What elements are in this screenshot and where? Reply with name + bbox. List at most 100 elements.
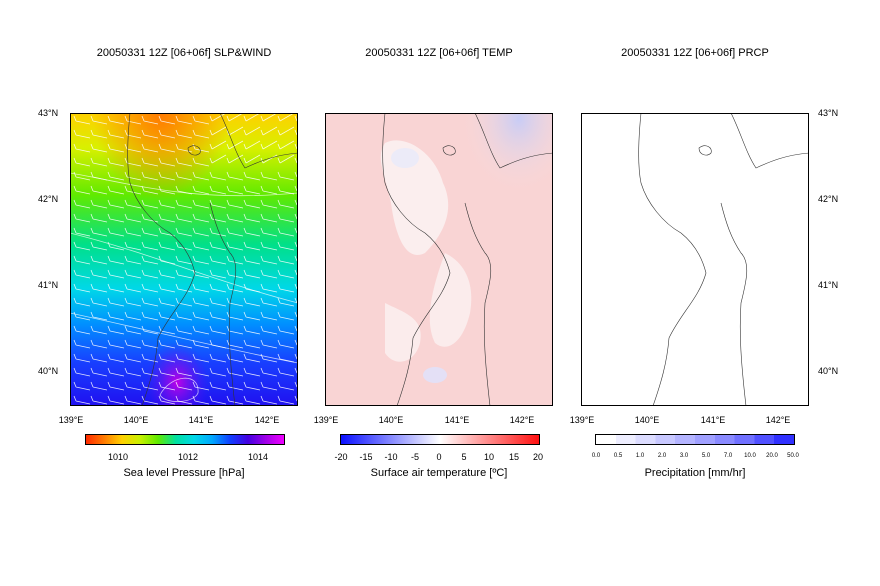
wind-barb [294,199,298,206]
wind-barb [260,171,278,181]
wind-barb [73,199,91,209]
wind-barb [192,353,210,363]
wind-barb [277,339,295,349]
wind-barb [277,171,295,181]
wind-barb [226,367,244,377]
wind-barb [141,395,159,405]
lat-tick-left: 43°N [38,108,59,118]
wind-barb [192,199,210,209]
wind-barb [141,353,159,363]
prcp-map [581,113,809,406]
wind-barb [209,255,227,265]
wind-barb [192,241,210,251]
colorbar-tick: 1.0 [635,453,645,459]
wind-barb [90,115,108,125]
lon-tick: 140°E [378,415,404,425]
wind-barb [175,297,193,307]
wind-barb [243,213,261,223]
wind-barb [294,395,298,402]
wind-barb [226,213,244,223]
wind-barb [141,269,159,279]
wind-barb [294,269,298,276]
lat-tick-right: 41°N [818,280,839,290]
wind-barb [294,311,298,318]
wind-barb [243,126,261,136]
wind-barb [124,269,142,279]
wind-barb [192,367,210,377]
wind-barb [226,171,244,181]
wind-barb [175,353,193,363]
wind-barb [73,143,91,153]
wind-barb [294,213,298,220]
wind-barb [158,157,176,167]
wind-barb [294,283,298,290]
colorbar-tick: -20 [334,452,348,462]
wind-barb [107,339,125,349]
wind-barb [226,140,244,150]
colorbar-tick: 1014 [247,452,269,462]
wind-barb [192,381,210,391]
wind-barb [158,241,176,251]
wind-barb [141,143,159,153]
wind-barb [90,129,108,139]
wind-barb [90,269,108,279]
wind-barb [124,395,142,405]
colorbar-tick: 3.0 [679,453,689,459]
wind-barb [158,395,176,405]
wind-barb [243,140,261,150]
wind-barb [192,171,210,181]
wind-barb [73,311,91,321]
wind-barb [243,199,261,209]
wind-barb [158,311,176,321]
wind-barb [260,325,278,335]
wind-barb [158,143,176,153]
lat-tick-left: 40°N [38,366,59,376]
wind-barb [226,325,244,335]
lon-tick: 141°E [700,415,726,425]
colorbar-tick: 7.0 [723,453,733,459]
colorbar-tick: 0.5 [613,453,623,459]
wind-barb [243,339,261,349]
wind-barb [107,311,125,321]
colorbar-tick: -5 [410,452,420,462]
wind-barb [107,367,125,377]
wind-barb [124,339,142,349]
wind-barb [277,283,295,293]
wind-barb [73,115,91,125]
wind-barb [107,325,125,335]
lon-tick: 140°E [123,415,149,425]
wind-barb [107,241,125,251]
wind-barb [175,171,193,181]
wind-barb [107,199,125,209]
wind-barb [243,255,261,265]
colorbar-tick: 15 [508,452,520,462]
wind-barb [107,255,125,265]
wind-barb [277,325,295,335]
temp-frame [325,113,553,406]
wind-barb [141,115,159,125]
wind-barb [124,325,142,335]
wind-barb [73,129,91,139]
wind-barb [141,171,159,181]
lat-tick-right: 42°N [818,194,839,204]
wind-barb [124,227,142,237]
wind-barb [158,129,176,139]
wind-barb [209,283,227,293]
wind-barb [141,199,159,209]
wind-barb [175,381,193,391]
colorbar-tick: 20 [532,452,544,462]
wind-barb [260,213,278,223]
temp-colorbar [340,434,540,445]
wind-barb [90,157,108,167]
lat-tick-right: 40°N [818,366,839,376]
wind-barb [260,241,278,251]
wind-barb [73,325,91,335]
wind-barb [73,241,91,251]
wind-barb [294,381,298,388]
wind-barb [243,154,261,164]
panel-title-slp: 20050331 12Z [06+06f] SLP&WIND [96,47,272,59]
wind-barb [107,227,125,237]
wind-barb [107,297,125,307]
wind-barb [192,283,210,293]
wind-barb [243,381,261,391]
